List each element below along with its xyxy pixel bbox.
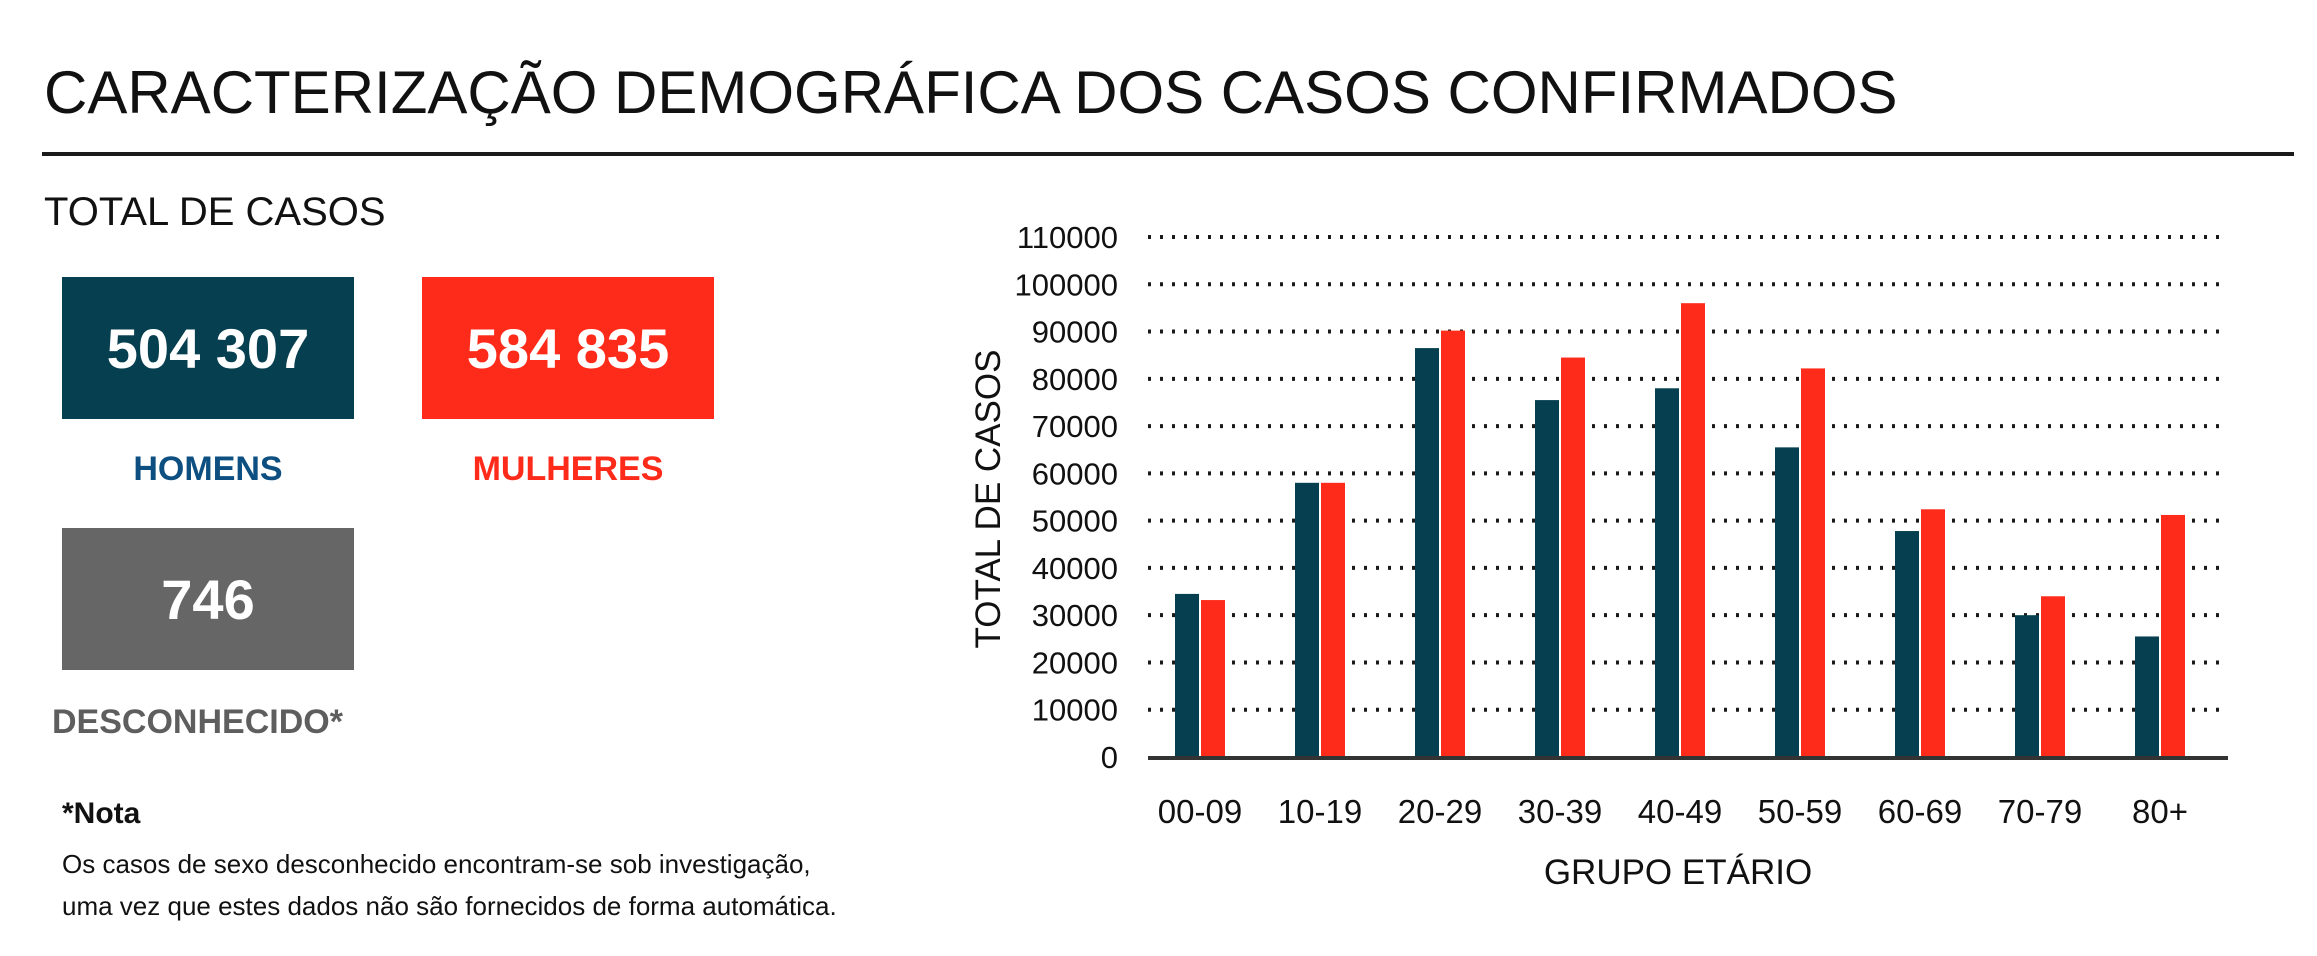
bar-men-20-29 [1415, 348, 1439, 757]
x-tick-label: 70-79 [1998, 793, 2082, 830]
bar-women-50-59 [1801, 368, 1825, 757]
y-tick-label: 70000 [1032, 409, 1118, 444]
note-line: uma vez que estes dados não são fornecid… [62, 891, 837, 921]
y-tick-label: 30000 [1032, 598, 1118, 633]
bar-women-30-39 [1561, 357, 1585, 757]
women-total-card: 584 835 [422, 277, 714, 419]
y-tick-label: 80000 [1032, 362, 1118, 397]
men-total-value: 504 307 [106, 316, 310, 380]
note-text: Os casos de sexo desconhecido encontram-… [62, 843, 962, 927]
y-tick-label: 90000 [1032, 315, 1118, 350]
unknown-total-value: 746 [161, 567, 255, 631]
bar-women-80+ [2161, 514, 2185, 757]
x-axis-title: GRUPO ETÁRIO [1544, 853, 1812, 892]
bar-men-70-79 [2015, 615, 2039, 757]
women-total-label: MULHERES [472, 450, 664, 488]
men-total-label: HOMENS [133, 450, 283, 488]
bar-men-60-69 [1895, 531, 1919, 757]
note-title: *Nota [62, 797, 141, 830]
x-tick-label: 60-69 [1878, 793, 1962, 830]
y-tick-label: 60000 [1032, 456, 1118, 491]
y-tick-label: 0 [1101, 740, 1118, 775]
bar-women-20-29 [1441, 330, 1465, 757]
unknown-total-label: DESCONHECIDO* [52, 703, 343, 741]
bar-men-50-59 [1775, 447, 1799, 757]
y-tick-label: 40000 [1032, 551, 1118, 586]
bar-women-60-69 [1921, 509, 1945, 757]
x-tick-label: 50-59 [1758, 793, 1842, 830]
page-title: CARACTERIZAÇÃO DEMOGRÁFICA DOS CASOS CON… [44, 59, 1898, 126]
bar-women-70-79 [2041, 596, 2065, 757]
bar-women-40-49 [1681, 303, 1705, 757]
bar-men-80+ [2135, 636, 2159, 757]
x-tick-labels: 00-09 10-19 20-29 30-39 40-49 50-59 60-69 70-79… [1158, 793, 2188, 830]
x-tick-label: 80+ [2132, 793, 2188, 830]
bar-men-00-09 [1175, 593, 1199, 757]
x-tick-label: 00-09 [1158, 793, 1242, 830]
x-tick-label: 10-19 [1278, 793, 1362, 830]
bar-men-40-49 [1655, 388, 1679, 757]
y-tick-label: 20000 [1032, 645, 1118, 680]
bar-men-30-39 [1535, 400, 1559, 757]
y-tick-label: 50000 [1032, 504, 1118, 539]
total-cases-label: TOTAL DE CASOS [44, 190, 386, 234]
y-tick-label: 100000 [1015, 267, 1118, 302]
x-tick-label: 20-29 [1398, 793, 1482, 830]
x-tick-label: 30-39 [1518, 793, 1602, 830]
men-total-card: 504 307 [62, 277, 354, 419]
bar-women-10-19 [1321, 482, 1345, 757]
unknown-total-card: 746 [62, 528, 354, 670]
y-tick-labels: 0 10000 20000 30000 40000 50000 60000 70000 8000… [1015, 220, 1118, 775]
y-axis-title: TOTAL DE CASOS [969, 350, 1008, 649]
women-total-value: 584 835 [466, 316, 670, 380]
y-tick-label: 110000 [1017, 220, 1118, 255]
bars [1175, 303, 2185, 757]
note-line: Os casos de sexo desconhecido encontram-… [62, 849, 811, 879]
bar-women-00-09 [1201, 600, 1225, 757]
y-tick-label: 10000 [1032, 693, 1118, 728]
x-tick-label: 40-49 [1638, 793, 1722, 830]
bar-men-10-19 [1295, 482, 1319, 757]
title-divider [42, 152, 2294, 156]
